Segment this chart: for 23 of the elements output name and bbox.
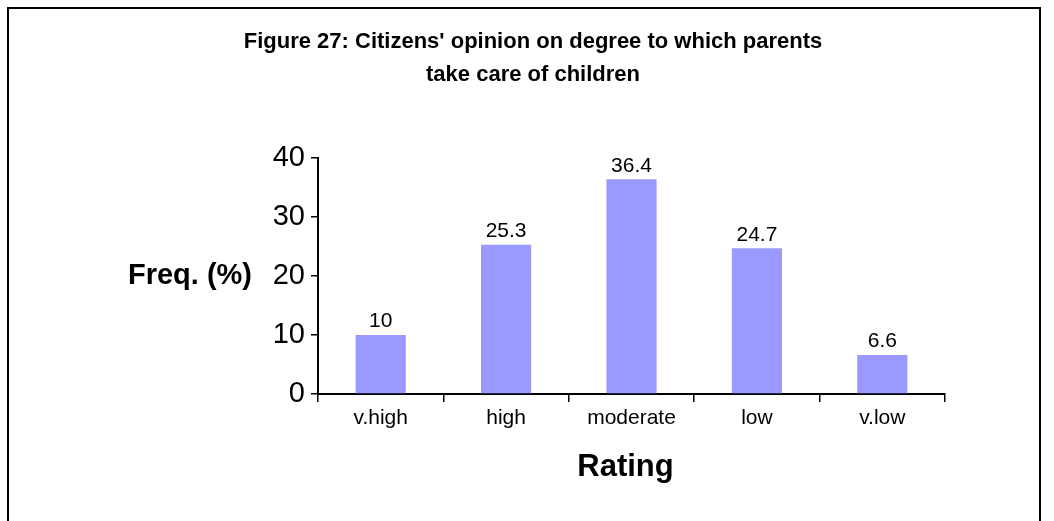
y-tick-label: 10 bbox=[272, 317, 305, 349]
y-axis-title: Freq. (%) bbox=[127, 258, 252, 290]
data-label: 36.4 bbox=[611, 152, 653, 176]
x-axis-title: Rating bbox=[577, 447, 674, 483]
y-tick-label: 30 bbox=[272, 199, 305, 231]
chart-title: Figure 27: Citizens' opinion on degree to which parents take care of children bbox=[243, 28, 823, 87]
y-tick-label: 40 bbox=[272, 140, 305, 172]
x-tick-label: v.low bbox=[859, 405, 907, 429]
bar bbox=[606, 179, 657, 394]
x-tick-label: low bbox=[741, 405, 774, 429]
bar bbox=[857, 355, 908, 394]
x-tick-label: moderate bbox=[587, 405, 676, 429]
y-tick-label: 0 bbox=[288, 376, 305, 408]
bar bbox=[355, 335, 406, 394]
data-label: 24.7 bbox=[736, 221, 778, 245]
bar bbox=[481, 244, 532, 394]
data-label: 25.3 bbox=[485, 218, 527, 242]
bar bbox=[731, 248, 782, 394]
data-label: 6.6 bbox=[867, 328, 897, 352]
x-tick-label: v.high bbox=[353, 405, 408, 429]
data-label: 10 bbox=[369, 308, 393, 332]
y-tick-label: 20 bbox=[272, 258, 305, 290]
x-tick-label: high bbox=[486, 405, 526, 429]
